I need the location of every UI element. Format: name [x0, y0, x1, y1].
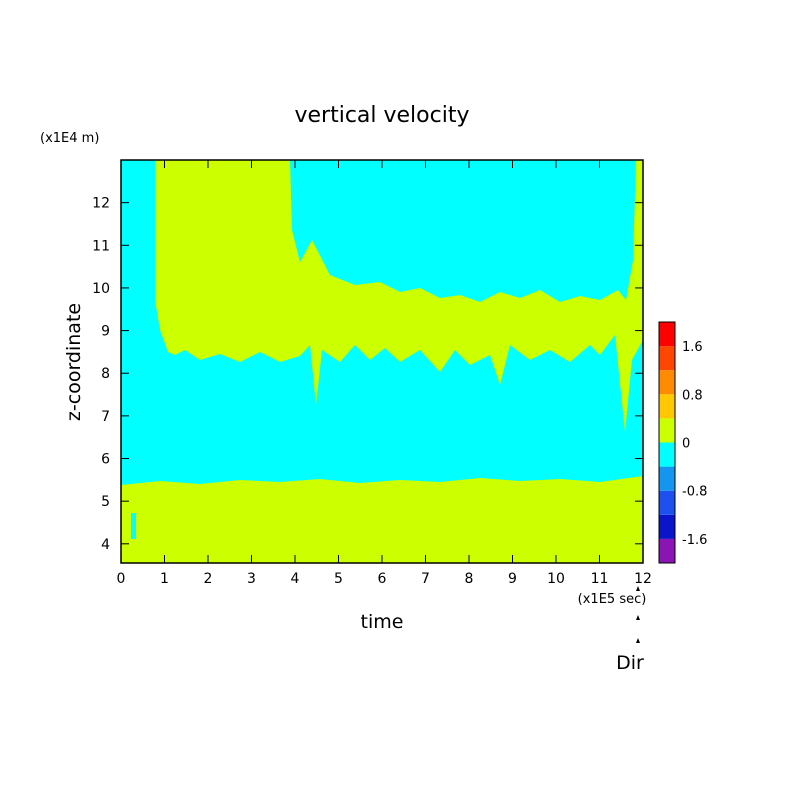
colorbar-swatch	[659, 322, 675, 347]
y-tick-label: 4	[101, 537, 110, 553]
colorbar-label: 0	[682, 437, 690, 452]
x-tick-label: 5	[334, 571, 343, 587]
x-tick-label: 8	[465, 571, 474, 587]
direction-arrow-icon	[636, 586, 640, 591]
colorbar-swatch	[659, 418, 675, 443]
x-tick-label: 11	[591, 571, 609, 587]
x-tick-label: 9	[508, 571, 517, 587]
y-tick-label: 7	[101, 409, 110, 425]
y-tick-label: 11	[92, 238, 110, 254]
direction-label: Dir	[616, 652, 644, 674]
chart-title: vertical velocity	[294, 103, 469, 128]
x-tick-label: 1	[160, 571, 169, 587]
colorbar-label: 0.8	[682, 388, 703, 403]
colorbar-swatch	[659, 346, 675, 371]
x-tick-label: 7	[421, 571, 430, 587]
direction-indicator: Dir	[616, 586, 644, 674]
x-tick-label: 10	[547, 571, 565, 587]
colorbar-frame	[658, 321, 676, 564]
y-tick-label: 12	[92, 196, 110, 212]
colorbar-label: -1.6	[682, 533, 707, 548]
y-tick-label: 6	[101, 452, 110, 468]
x-axis-label: time	[361, 611, 404, 633]
colorbar-swatch	[659, 538, 675, 563]
colorbar-swatch	[659, 514, 675, 539]
colorbar-swatch	[659, 490, 675, 515]
y-scale-label: (x1E4 m)	[40, 131, 99, 146]
colorbar-label: 1.6	[682, 340, 703, 355]
direction-arrow-icon	[636, 615, 640, 620]
y-tick-label: 8	[101, 366, 110, 382]
y-tick-label: 5	[101, 494, 110, 510]
colorbar-swatch	[659, 442, 675, 467]
lower-positive-layer	[121, 476, 643, 563]
colorbar-swatch	[659, 394, 675, 419]
y-axis-label: z-coordinate	[63, 303, 85, 421]
direction-arrow-icon	[636, 638, 640, 643]
upper-negative-region	[290, 160, 636, 302]
x-tick-label: 2	[204, 571, 213, 587]
colorbar-swatch	[659, 466, 675, 491]
y-tick-label: 9	[101, 324, 110, 340]
x-tick-label: 0	[117, 571, 126, 587]
x-tick-label: 6	[378, 571, 387, 587]
x-scale-label: (x1E5 sec)	[578, 592, 647, 607]
plot-area	[121, 160, 643, 563]
upper-left-negative-strip	[121, 160, 137, 372]
lower-negative-spot	[131, 513, 136, 539]
x-tick-label: 12	[634, 571, 652, 587]
y-tick-label: 10	[92, 281, 110, 297]
x-tick-label: 3	[247, 571, 256, 587]
colorbar-swatch	[659, 370, 675, 395]
x-tick-label: 4	[291, 571, 300, 587]
colorbar-label: -0.8	[682, 485, 707, 500]
colorbar: 1.6 0.8 0 -0.8 -1.6	[658, 321, 707, 564]
